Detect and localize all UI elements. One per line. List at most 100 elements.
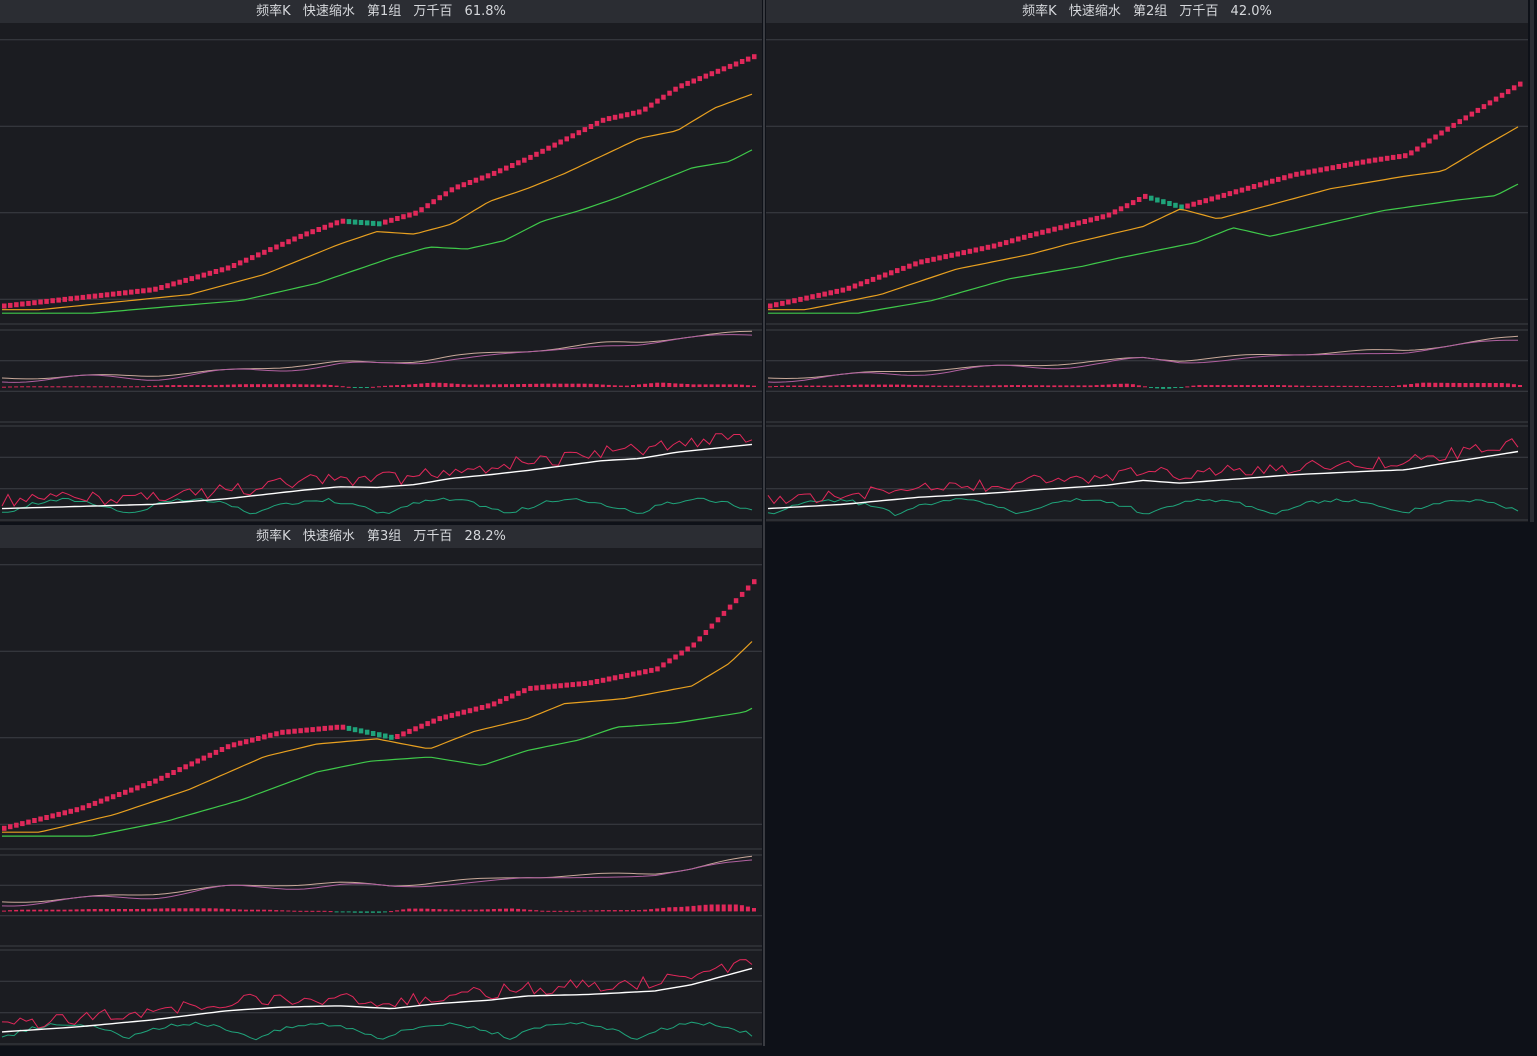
- macd-bar: [389, 385, 394, 388]
- chart-panel-group-2[interactable]: 频率K 快速缩水 第2组 万千百 42.0%: [766, 0, 1528, 522]
- macd-bar: [316, 384, 321, 387]
- macd-bar: [1251, 385, 1256, 387]
- macd-bar: [431, 382, 436, 387]
- macd-bar: [473, 909, 478, 912]
- macd-bar: [504, 384, 508, 388]
- ma-long-line: [768, 183, 1519, 314]
- candle: [1469, 111, 1475, 117]
- candle: [661, 94, 666, 100]
- candle: [231, 742, 237, 748]
- empty-panel-area: [766, 525, 1537, 1056]
- candle: [92, 293, 98, 299]
- macd-bar: [546, 383, 551, 388]
- candle: [159, 285, 164, 290]
- chart-panel-group-3[interactable]: 频率K 快速缩水 第3组 万千百 28.2%: [0, 525, 762, 1046]
- macd-bar: [925, 385, 930, 388]
- candle: [195, 274, 200, 280]
- candle: [715, 68, 721, 74]
- candle: [733, 61, 739, 67]
- ma-short-line: [2, 641, 753, 833]
- macd-bar: [44, 909, 49, 912]
- candle: [383, 219, 388, 225]
- candle: [1130, 200, 1136, 206]
- candle: [1318, 167, 1323, 173]
- candle: [479, 705, 485, 710]
- candle: [141, 288, 146, 294]
- macd-bar: [1469, 383, 1474, 388]
- chart-canvas[interactable]: [0, 548, 762, 1046]
- macd-bar: [618, 385, 623, 387]
- macd-bar: [685, 384, 690, 387]
- macd-bar: [467, 384, 472, 387]
- candle: [1112, 209, 1118, 215]
- candle: [649, 667, 654, 673]
- chart-canvas[interactable]: [766, 23, 1528, 522]
- macd-bar: [1106, 384, 1111, 388]
- candle: [721, 66, 727, 72]
- candle: [497, 168, 503, 174]
- macd-bar: [346, 911, 351, 913]
- macd-bar: [655, 908, 660, 912]
- candle: [637, 109, 642, 115]
- right-scrollbar[interactable]: [1530, 0, 1534, 522]
- macd-bar: [455, 383, 460, 387]
- kdj-j-line: [1, 1021, 753, 1041]
- macd-bar: [110, 909, 115, 912]
- macd-bar: [370, 911, 375, 913]
- candle: [358, 728, 364, 734]
- macd-bar: [195, 385, 200, 387]
- macd-bar: [201, 908, 206, 912]
- candle: [153, 778, 158, 784]
- candle: [207, 270, 213, 276]
- candle: [129, 787, 134, 793]
- macd-bar: [135, 386, 140, 388]
- candle: [822, 291, 827, 297]
- candle: [882, 272, 888, 278]
- macd-bar: [1493, 383, 1498, 388]
- candle: [1475, 107, 1481, 113]
- candle: [697, 76, 702, 82]
- candle: [637, 670, 642, 676]
- macd-bar: [116, 386, 121, 388]
- group-label: 第3组: [366, 529, 402, 544]
- candle: [600, 117, 606, 123]
- candle: [129, 289, 134, 295]
- macd-bar: [449, 909, 454, 912]
- macd-bar: [973, 385, 978, 387]
- macd-bar: [334, 385, 339, 387]
- candle: [679, 650, 684, 656]
- candle: [183, 277, 188, 283]
- chart-canvas[interactable]: [0, 23, 762, 522]
- macd-bar: [679, 906, 684, 912]
- macd-bar: [768, 386, 772, 388]
- vertical-divider[interactable]: [763, 0, 765, 1046]
- macd-bar: [949, 385, 954, 387]
- candle: [1179, 204, 1184, 210]
- candle: [431, 718, 436, 724]
- candle: [828, 290, 833, 296]
- macd-bar: [588, 383, 593, 388]
- candle: [340, 218, 346, 224]
- chart-panel-group-1[interactable]: 频率K 快速缩水 第1组 万千百 61.8%: [0, 0, 762, 522]
- candle: [1463, 115, 1468, 121]
- macd-bar: [804, 385, 809, 387]
- candle: [1064, 223, 1069, 229]
- candle: [147, 287, 152, 293]
- macd-bar: [828, 385, 833, 388]
- candle: [147, 781, 152, 786]
- macd-bar: [1348, 385, 1353, 387]
- macd-bar: [1433, 382, 1438, 388]
- macd-bar: [129, 909, 133, 912]
- indicator-name: 频率K: [256, 4, 291, 19]
- macd-bar: [491, 909, 496, 912]
- candle: [1366, 158, 1372, 164]
- candle: [1445, 126, 1450, 132]
- mode-label: 快速缩水: [1068, 4, 1121, 19]
- candle: [485, 703, 491, 709]
- candle: [237, 740, 243, 746]
- macd-bar: [250, 909, 254, 912]
- macd-bar: [437, 382, 442, 388]
- macd-bar: [752, 908, 756, 912]
- candle: [1173, 202, 1178, 208]
- macd-bar: [1439, 382, 1444, 387]
